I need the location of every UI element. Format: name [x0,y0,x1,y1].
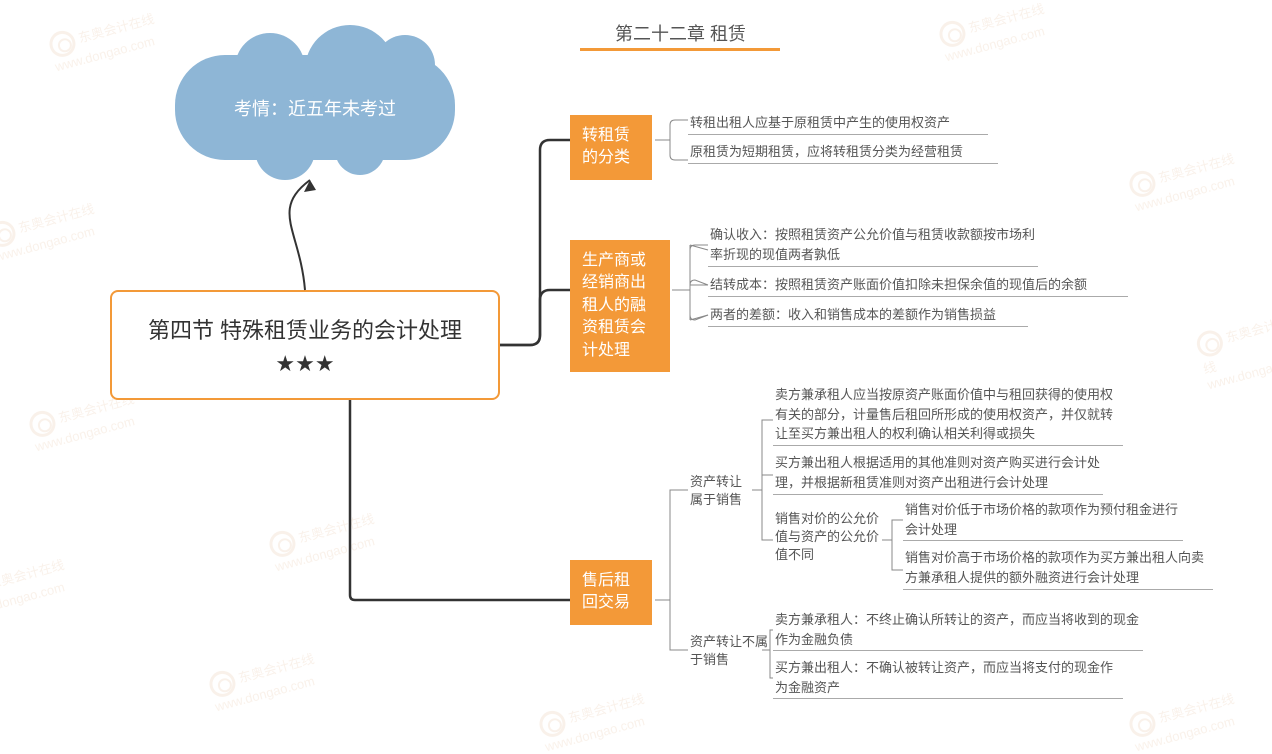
root-node: 第四节 特殊租赁业务的会计处理 ★★★ [110,290,500,400]
cloud-text: 考情：近五年未考过 [234,95,396,121]
wm-url: www.dongao.com [53,33,156,74]
chapter-title: 第二十二章 租赁 [615,20,746,46]
leaf-sale-1: 卖方兼承租人应当按原资产账面价值中与租回获得的使用权有关的部分，计量售后租回所形… [775,385,1125,444]
node-manufacturer: 生产商或经销商出租人的融资租赁会计处理 [570,240,670,372]
node-sublease: 转租赁的分类 [570,115,652,180]
leaf-n1-2: 原租赁为短期租赁，应将转租赁分类为经营租赁 [690,142,963,162]
sublabel-fairdiff: 销售对价的公允价值与资产的公允价值不同 [775,510,885,565]
leaf-sale-2: 买方兼出租人根据适用的其他准则对资产购买进行会计处理，并根据新租赁准则对资产出租… [775,453,1105,492]
wm-text: 东奥会计在线 [77,11,156,46]
cloud-note: 考情：近五年未考过 [175,55,455,160]
node-saleleaseback: 售后租回交易 [570,560,652,625]
sublabel-notsale: 资产转让不属于销售 [690,633,770,669]
leaf-n2-1: 确认收入：按照租赁资产公允价值与租赁收款额按市场利率折现的现值两者孰低 [710,225,1040,264]
leaf-fd-2: 销售对价高于市场价格的款项作为买方兼出租人向卖方兼承租人提供的额外融资进行会计处… [905,548,1215,587]
root-stars: ★★★ [275,351,334,377]
sublabel-sale: 资产转让属于销售 [690,473,750,509]
leaf-fd-1: 销售对价低于市场价格的款项作为预付租金进行会计处理 [905,500,1185,539]
leaf-n2-3: 两者的差额：收入和销售成本的差额作为销售损益 [710,305,996,325]
leaf-ns-2: 买方兼出租人：不确认被转让资产，而应当将支付的现金作为金融资产 [775,658,1125,697]
chapter-underline [580,48,780,51]
root-title: 第四节 特殊租赁业务的会计处理 [148,313,462,345]
leaf-n2-2: 结转成本：按照租赁资产账面价值扣除未担保余值的现值后的余额 [710,275,1140,295]
leaf-ns-1: 卖方兼承租人：不终止确认所转让的资产，而应当将收到的现金作为金融负债 [775,610,1145,649]
leaf-n1-1: 转租出租人应基于原租赁中产生的使用权资产 [690,113,950,133]
